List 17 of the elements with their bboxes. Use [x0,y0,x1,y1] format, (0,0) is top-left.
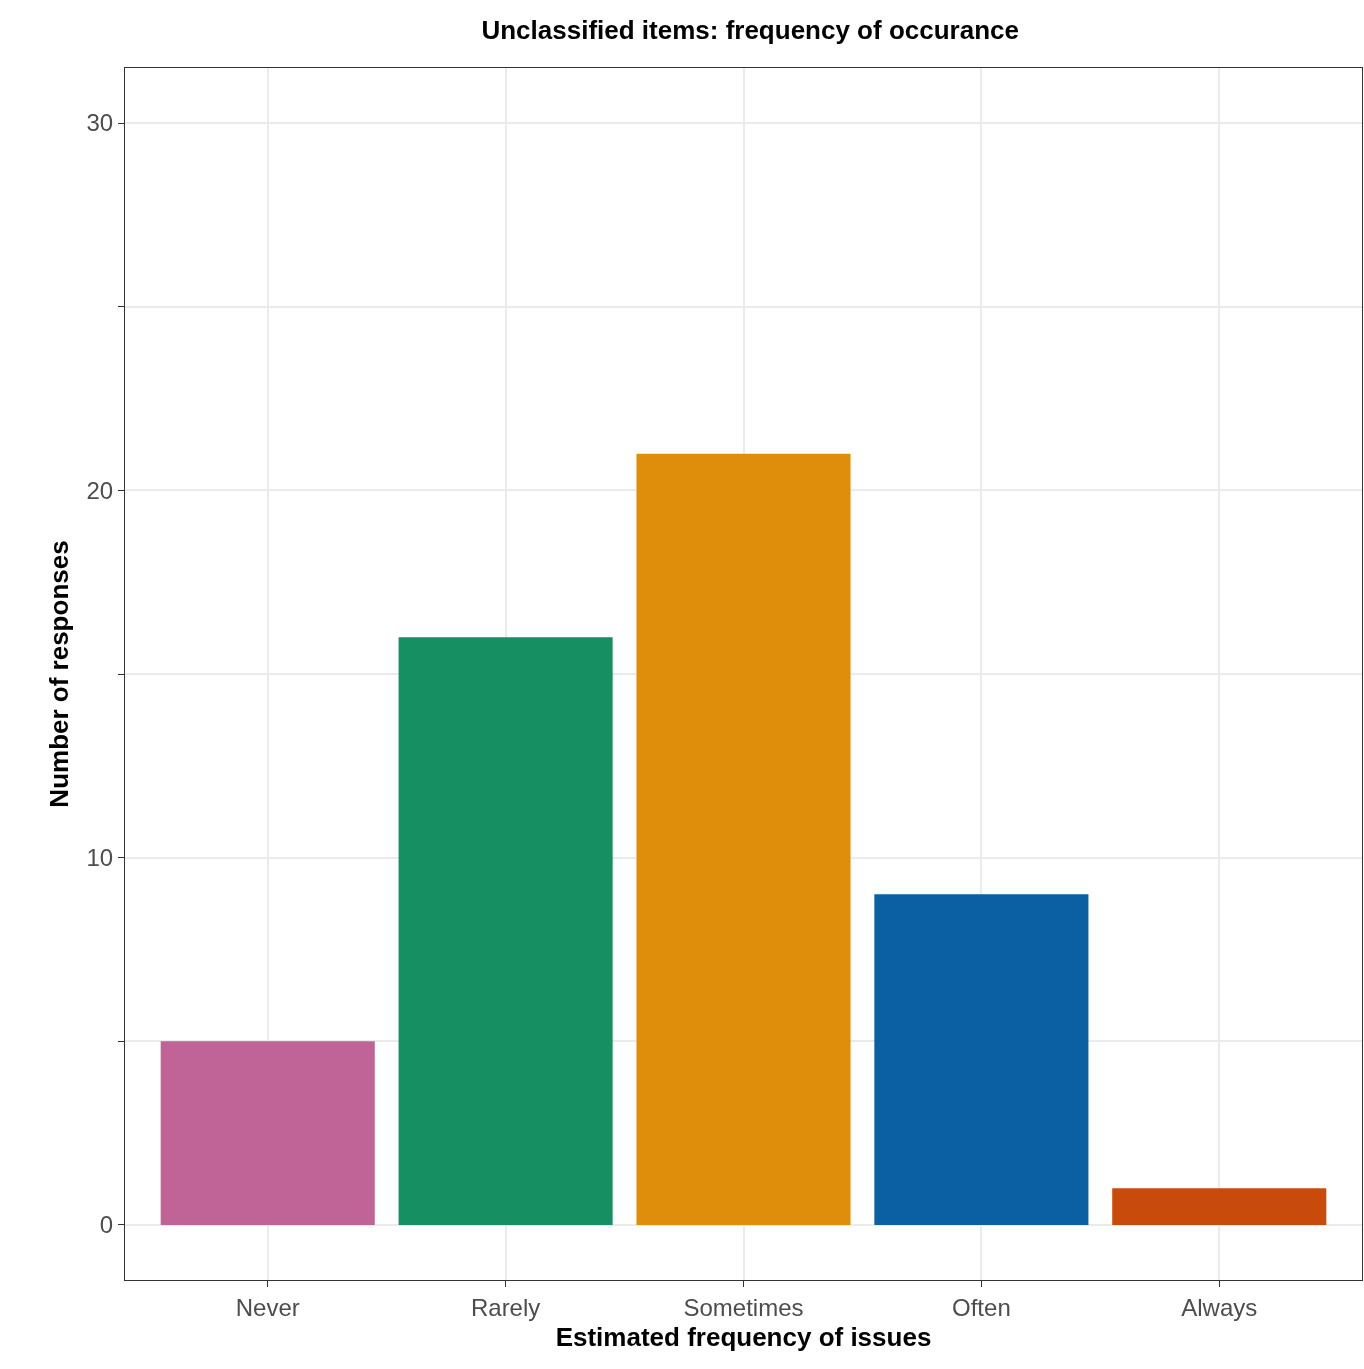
bar [1112,1188,1327,1225]
bar [398,637,613,1225]
chart-title: Unclassified items: frequency of occurance [481,14,1019,45]
bar [636,453,851,1225]
bar [874,894,1089,1225]
x-tick-label: Often [952,1293,1011,1321]
x-tick-label: Sometimes [683,1293,804,1321]
x-tick-label: Always [1181,1293,1258,1321]
bar [160,1041,375,1225]
x-tick-label: Rarely [470,1293,541,1321]
y-tick-label: 10 [86,844,114,872]
x-tick-label: Never [235,1293,300,1321]
y-tick-label: 0 [99,1211,114,1239]
x-axis-title: Estimated frequency of issues [555,1322,932,1353]
y-tick-label: 30 [86,109,114,137]
y-axis-title: Number of responses [43,540,74,808]
y-tick-label: 20 [86,476,114,504]
